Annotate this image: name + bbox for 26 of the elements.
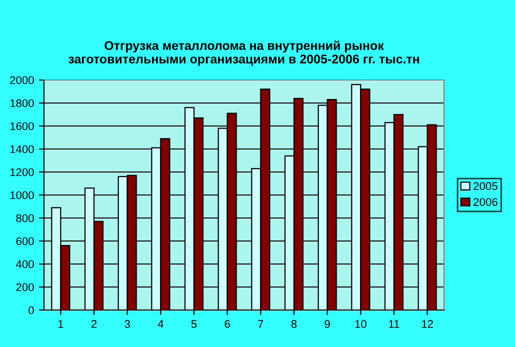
y-tick-label: 1200 [10, 168, 34, 176]
y-tick-label: 1600 [10, 122, 34, 130]
y-tick-label: 800 [16, 214, 34, 222]
x-tick-label: 11 [389, 320, 400, 328]
y-tick-label: 2000 [10, 76, 34, 84]
x-tick-label: 12 [422, 320, 433, 328]
x-tick-label: 7 [258, 320, 264, 328]
legend-label: 2006 [474, 198, 498, 206]
y-tick-label: 0 [28, 306, 34, 314]
x-tick-label: 9 [324, 320, 330, 328]
x-tick-label: 3 [124, 320, 130, 328]
x-tick-label: 6 [224, 320, 230, 328]
chart-title: Отгрузка металлолома на внутренний рынок заготовительными организациями в 2005-2006 гг. тыс.тн [68, 40, 420, 66]
y-tick-label: 200 [16, 283, 34, 292]
x-tick-label: 10 [355, 320, 366, 328]
y-tick-label: 1400 [10, 145, 34, 154]
y-tick-label: 400 [16, 260, 34, 268]
x-tick-label: 1 [58, 320, 64, 328]
y-tick-label: 1000 [10, 191, 34, 200]
x-tick-label: 8 [291, 320, 297, 328]
y-tick-label: 600 [16, 237, 34, 246]
y-tick-label: 1800 [10, 99, 34, 108]
x-tick-label: 4 [158, 320, 164, 328]
x-tick-label: 5 [191, 320, 197, 328]
legend-label: 2005 [474, 182, 498, 190]
x-tick-label: 2 [91, 320, 97, 328]
